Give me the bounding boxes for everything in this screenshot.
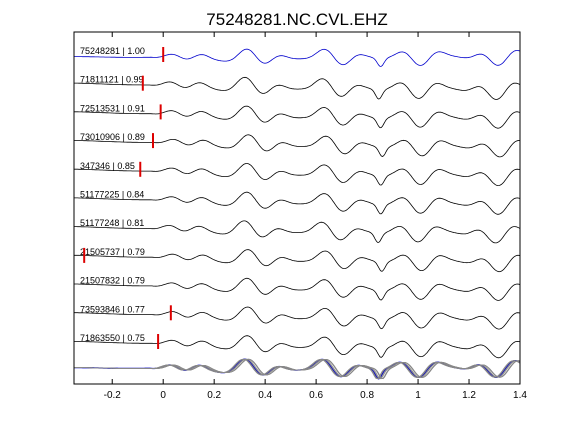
trace-label-2: 72513531 | 0.91 xyxy=(80,103,145,113)
chart-title: 75248281.NC.CVL.EHZ xyxy=(206,10,387,29)
trace-label-9: 73593846 | 0.77 xyxy=(80,304,145,314)
x-tick-label-1: 0 xyxy=(160,390,166,401)
x-tick-label-5: 0.8 xyxy=(360,390,374,401)
trace-label-4: 347346 | 0.85 xyxy=(80,161,135,171)
x-tick-label-6: 1 xyxy=(415,390,421,401)
trace-label-1: 71811121 | 0.99 xyxy=(80,75,144,85)
x-tick-label-2: 0.2 xyxy=(207,390,221,401)
trace-label-10: 71863550 | 0.75 xyxy=(80,333,145,343)
x-tick-label-8: 1.4 xyxy=(513,390,527,401)
x-tick-label-3: 0.4 xyxy=(258,390,272,401)
traces-layer: 75248281 | 1.00 71811121 | 0.99 72513531 |… xyxy=(74,46,520,358)
x-axis: -0.2 0 0.2 0.4 0.6 0.8 1 1.2 1.4 xyxy=(104,32,528,401)
trace-label-5: 51177225 | 0.84 xyxy=(80,190,144,200)
trace-label-0: 75248281 | 1.00 xyxy=(80,46,145,56)
stack-overlay xyxy=(74,359,520,379)
stack-trace-0 xyxy=(74,359,520,379)
trace-label-7: 21505737 | 0.79 xyxy=(80,247,145,257)
trace-label-6: 51177248 | 0.81 xyxy=(80,218,144,228)
trace-label-3: 73010906 | 0.89 xyxy=(80,132,145,142)
x-tick-label-7: 1.2 xyxy=(462,390,476,401)
x-tick-label-0: -0.2 xyxy=(104,390,122,401)
x-tick-label-4: 0.6 xyxy=(309,390,323,401)
trace-label-8: 21507832 | 0.79 xyxy=(80,276,145,286)
